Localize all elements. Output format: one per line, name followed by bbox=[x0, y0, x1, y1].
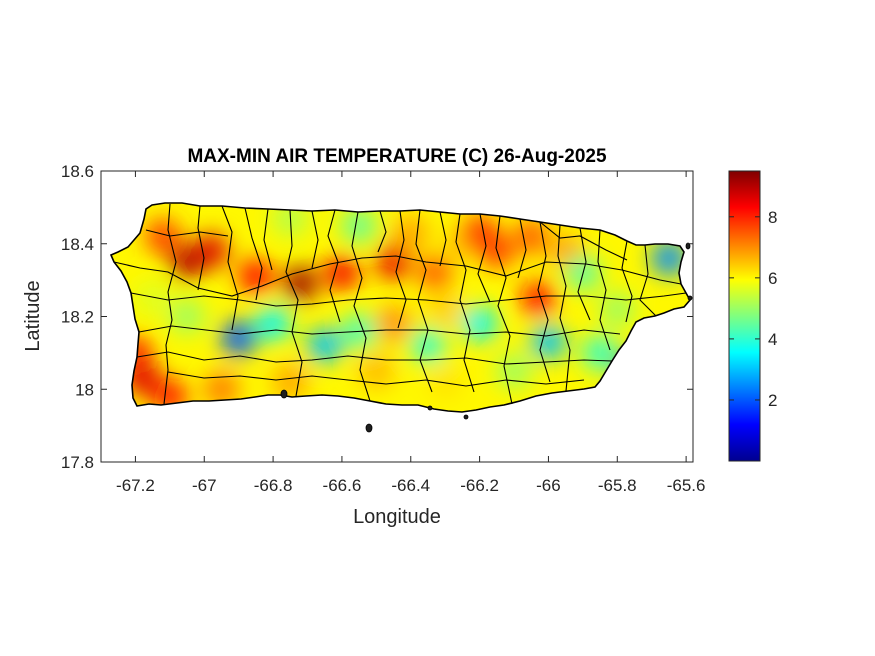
island-coastline bbox=[109, 202, 691, 413]
municipality-border bbox=[138, 325, 621, 337]
municipality-border bbox=[285, 209, 303, 397]
colorbar-tick-label: 6 bbox=[768, 269, 777, 288]
x-tick-label: -66.4 bbox=[391, 476, 430, 495]
islet bbox=[365, 423, 373, 433]
chart-title: MAX-MIN AIR TEMPERATURE (C) 26-Aug-2025 bbox=[187, 146, 607, 167]
x-tick-label: -67.2 bbox=[116, 476, 155, 495]
islet bbox=[685, 242, 691, 250]
y-tick-label: 18 bbox=[75, 380, 94, 399]
colorbar-ticks: 2 4 6 8 bbox=[729, 208, 777, 410]
municipality-border bbox=[311, 210, 319, 269]
temperature-heatmap bbox=[111, 203, 690, 412]
municipality-border bbox=[455, 213, 475, 393]
islet bbox=[463, 414, 469, 420]
x-tick-label: -65.6 bbox=[667, 476, 706, 495]
municipality-border bbox=[577, 227, 591, 321]
municipality-border bbox=[351, 211, 371, 402]
y-tick-label: 18.2 bbox=[61, 308, 94, 327]
municipality-border bbox=[377, 210, 387, 253]
municipality-border bbox=[639, 244, 657, 317]
municipality-border bbox=[197, 205, 205, 291]
colorbar bbox=[728, 170, 761, 462]
municipality-border bbox=[621, 240, 633, 323]
municipality-border bbox=[167, 371, 585, 387]
colorbar-tick-label: 4 bbox=[768, 330, 777, 349]
municipality-border bbox=[495, 215, 513, 405]
municipality-border bbox=[395, 210, 407, 329]
municipality-border bbox=[539, 221, 628, 261]
municipality-border bbox=[221, 205, 239, 331]
municipality-border bbox=[113, 255, 682, 297]
municipality-border bbox=[136, 351, 613, 365]
islet bbox=[427, 405, 433, 411]
x-axis-label: Longitude bbox=[353, 506, 441, 528]
islet bbox=[687, 295, 693, 301]
y-tick-label: 18.6 bbox=[61, 162, 94, 181]
colorbar-tick-label: 2 bbox=[768, 391, 777, 410]
municipality-border bbox=[557, 224, 571, 392]
offshore-islets bbox=[280, 242, 693, 433]
x-axis-ticks: -67.2 -67 -66.8 -66.6 -66.4 -66.2 -66 -65.8 -65.… bbox=[116, 171, 705, 495]
municipality-border bbox=[517, 218, 527, 279]
municipality-border bbox=[263, 208, 273, 271]
y-tick-label: 17.8 bbox=[61, 453, 94, 472]
colorbar-tick-label: 8 bbox=[768, 208, 777, 227]
y-tick-label: 18.4 bbox=[61, 235, 94, 254]
x-tick-label: -66.6 bbox=[323, 476, 362, 495]
municipality-borders bbox=[113, 203, 687, 405]
x-tick-label: -66 bbox=[536, 476, 561, 495]
municipality-border bbox=[537, 221, 551, 383]
x-tick-label: -67 bbox=[192, 476, 217, 495]
municipality-border bbox=[145, 229, 229, 237]
municipality-border bbox=[130, 292, 687, 307]
municipality-border bbox=[244, 207, 263, 301]
x-tick-label: -66.2 bbox=[460, 476, 499, 495]
x-tick-label: -65.8 bbox=[598, 476, 637, 495]
islet bbox=[280, 389, 288, 399]
municipality-border bbox=[439, 211, 447, 267]
y-axis-ticks: 17.8 18 18.2 18.4 18.6 bbox=[61, 162, 693, 472]
municipality-border bbox=[477, 213, 491, 303]
x-tick-label: -66.8 bbox=[254, 476, 293, 495]
municipality-border bbox=[597, 229, 611, 351]
y-axis-label: Latitude bbox=[22, 280, 44, 351]
